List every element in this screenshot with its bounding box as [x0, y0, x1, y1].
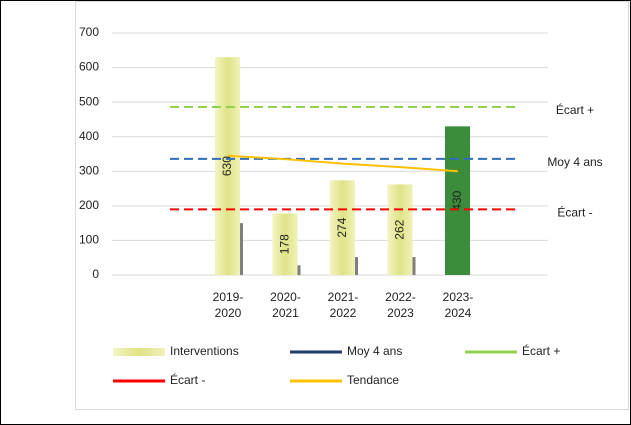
y-tick-label: 500 — [79, 94, 99, 108]
data-label: 630 — [220, 156, 234, 176]
thin-bar — [297, 265, 301, 275]
chart-area-border — [75, 1, 629, 410]
bar — [330, 180, 355, 275]
bar — [387, 184, 413, 275]
y-tick-label: 300 — [79, 163, 99, 177]
legend-label: Interventions — [170, 344, 239, 358]
legend-label: Moy 4 ans — [347, 344, 402, 358]
legend-label: Tendance — [347, 373, 399, 387]
line-annotation: Moy 4 ans — [547, 155, 602, 169]
y-tick-label: 600 — [79, 60, 99, 74]
x-tick-label: 2023-2024 — [442, 290, 474, 320]
y-tick-label: 100 — [79, 233, 99, 247]
data-label: 262 — [393, 219, 407, 239]
bar — [215, 57, 240, 276]
x-tick-label: 2019-2020 — [212, 290, 244, 320]
legend-label: Écart - — [170, 372, 205, 387]
legend-swatch — [113, 348, 165, 356]
data-label: 274 — [335, 217, 349, 237]
line-annotation: Écart - — [557, 204, 592, 219]
y-tick-label: 0 — [92, 267, 99, 281]
legend-label: Écart + — [522, 343, 560, 358]
trend-line — [227, 154, 459, 173]
y-tick-label: 700 — [79, 25, 99, 39]
thin-bar — [240, 223, 243, 275]
data-label: 178 — [278, 234, 292, 254]
bar — [445, 126, 470, 275]
x-tick-label: 2020-2021 — [270, 290, 301, 320]
data-label: 430 — [450, 190, 464, 210]
thin-bar — [355, 257, 358, 275]
thin-bar — [412, 257, 416, 275]
x-tick-label: 2021-2022 — [327, 290, 359, 320]
y-tick-label: 200 — [79, 198, 99, 212]
line-annotation: Écart + — [556, 102, 594, 117]
y-tick-label: 400 — [79, 129, 99, 143]
x-tick-label: 2022-2023 — [385, 290, 416, 320]
bar — [272, 213, 298, 275]
